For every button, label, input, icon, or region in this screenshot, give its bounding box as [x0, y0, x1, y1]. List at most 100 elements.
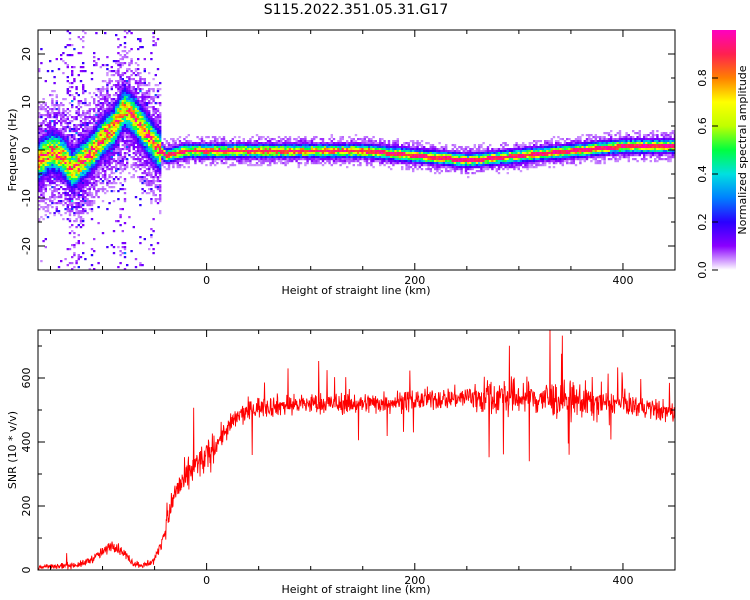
heatmap-cell	[145, 136, 149, 139]
heatmap-cell	[225, 140, 228, 143]
heatmap-cell	[75, 178, 78, 181]
heatmap-cell	[429, 154, 432, 157]
heatmap-cell	[381, 144, 384, 147]
heatmap-cell	[445, 166, 448, 169]
heatmap-cell	[143, 102, 146, 105]
heatmap-cell	[456, 150, 459, 153]
heatmap-cell	[315, 162, 318, 165]
heatmap-cell	[295, 160, 298, 163]
heatmap-cell	[97, 188, 100, 191]
heatmap-cell	[467, 152, 470, 155]
heatmap-cell	[88, 120, 91, 123]
heatmap-cell	[555, 142, 558, 145]
heatmap-cell	[104, 148, 107, 151]
heatmap-cell	[134, 166, 138, 169]
heatmap-cell	[117, 178, 120, 181]
heatmap-cell	[467, 176, 470, 179]
heatmap-cell	[79, 202, 83, 205]
heatmap-cell	[150, 184, 153, 187]
heatmap-cell	[530, 152, 534, 155]
heatmap-cell	[126, 126, 129, 129]
heatmap-cell	[205, 152, 208, 155]
heatmap-cell	[528, 146, 531, 149]
heatmap-cell	[101, 156, 105, 159]
heatmap-cell	[106, 126, 109, 129]
heatmap-cell	[55, 146, 58, 149]
heatmap-cell	[44, 156, 47, 159]
heatmap-cell	[62, 180, 65, 183]
heatmap-cell	[453, 158, 457, 161]
heatmap-cell	[106, 138, 109, 141]
heatmap-cell	[71, 180, 74, 183]
heatmap-cell	[95, 130, 98, 133]
heatmap-cell	[119, 98, 122, 101]
heatmap-cell	[66, 92, 69, 95]
heatmap-cell	[315, 152, 318, 155]
heatmap-cell	[247, 154, 250, 157]
heatmap-cell	[66, 162, 69, 165]
heatmap-cell	[86, 180, 89, 183]
heatmap-cell	[372, 142, 375, 145]
heatmap-cell	[346, 152, 349, 155]
heatmap-cell	[328, 144, 331, 147]
heatmap-cell	[112, 146, 116, 149]
heatmap-cell	[368, 152, 371, 155]
heatmap-cell	[357, 144, 360, 147]
heatmap-cell	[390, 168, 393, 171]
heatmap-cell	[139, 140, 142, 143]
heatmap-cell	[352, 148, 355, 151]
heatmap-cell	[156, 152, 160, 155]
heatmap-cell	[108, 116, 111, 119]
heatmap-cell	[73, 168, 76, 171]
heatmap-cell	[161, 164, 164, 167]
heatmap-cell	[51, 136, 54, 139]
heatmap-cell	[128, 94, 131, 97]
heatmap-cell	[385, 154, 388, 157]
heatmap-cell	[68, 166, 72, 169]
heatmap-cell	[82, 122, 85, 125]
heatmap-cell	[383, 156, 386, 159]
heatmap-cell	[493, 154, 496, 157]
heatmap-cell	[73, 118, 76, 121]
heatmap-cell	[73, 138, 76, 141]
heatmap-cell	[115, 144, 118, 147]
heatmap-cell	[152, 130, 155, 133]
heatmap-cell	[260, 142, 263, 145]
heatmap-cell	[68, 54, 72, 57]
heatmap-cell	[330, 142, 333, 145]
heatmap-cell	[552, 144, 556, 147]
heatmap-cell	[548, 140, 551, 143]
heatmap-cell	[60, 120, 63, 123]
heatmap-cell	[51, 100, 54, 103]
heatmap-cell	[471, 154, 474, 157]
heatmap-cell	[288, 142, 292, 145]
heatmap-cell	[139, 158, 142, 161]
heatmap-cell	[405, 158, 408, 161]
heatmap-cell	[159, 120, 162, 123]
heatmap-cell	[152, 122, 155, 125]
heatmap-cell	[436, 160, 439, 163]
heatmap-cell	[121, 64, 124, 67]
heatmap-cell	[145, 90, 149, 93]
heatmap-cell	[376, 148, 380, 151]
heatmap-cell	[277, 150, 281, 153]
heatmap-cell	[93, 250, 96, 253]
heatmap-cell	[308, 146, 311, 149]
heatmap-cell	[57, 108, 61, 111]
heatmap-cell	[66, 88, 69, 91]
heatmap-cell	[372, 146, 375, 149]
heatmap-cell	[434, 152, 437, 155]
heatmap-cell	[49, 128, 52, 131]
heatmap-cell	[66, 206, 69, 209]
heatmap-cell	[77, 182, 80, 185]
heatmap-cell	[75, 202, 78, 205]
heatmap-cell	[339, 144, 342, 147]
heatmap-cell	[64, 178, 67, 181]
heatmap-cell	[51, 190, 54, 193]
heatmap-cell	[519, 158, 523, 161]
heatmap-cell	[137, 150, 140, 153]
heatmap-cell	[66, 194, 69, 197]
heatmap-cell	[108, 82, 111, 85]
heatmap-cell	[209, 140, 212, 143]
heatmap-cell	[84, 208, 87, 211]
